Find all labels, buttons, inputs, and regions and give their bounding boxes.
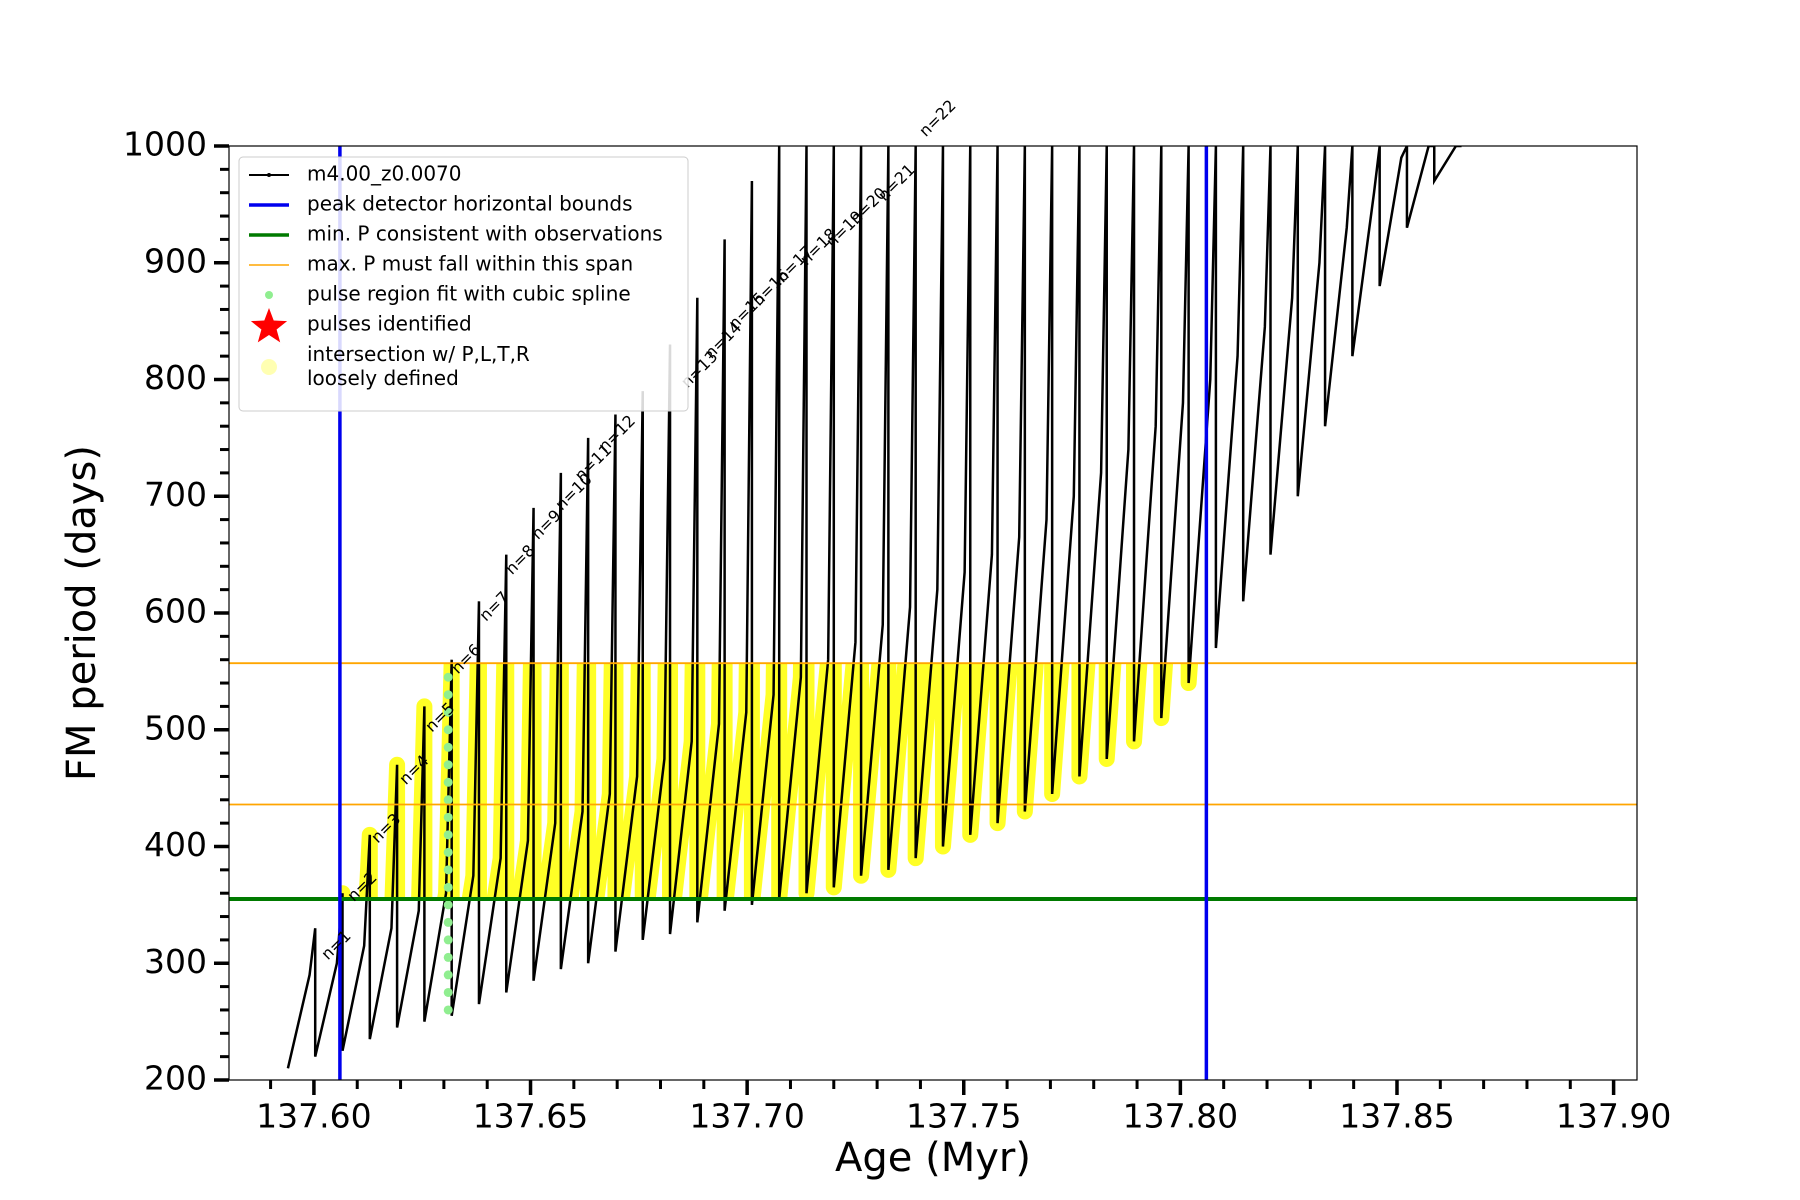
scatter-point bbox=[443, 690, 453, 700]
legend-label: peak detector horizontal bounds bbox=[307, 192, 633, 216]
scatter-point bbox=[443, 777, 453, 787]
scatter-point bbox=[443, 970, 453, 980]
scatter-point bbox=[443, 1005, 453, 1015]
legend-label: intersection w/ P,L,T,R loosely defined bbox=[307, 342, 530, 390]
legend-swatch bbox=[250, 308, 288, 343]
legend-label: min. P consistent with observations bbox=[307, 222, 663, 246]
y-tick-label: 400 bbox=[144, 825, 207, 864]
scatter-point bbox=[443, 847, 453, 857]
data-line bbox=[286, 146, 1462, 1069]
x-tick-label: 137.70 bbox=[689, 1097, 804, 1136]
scatter-point bbox=[443, 812, 453, 822]
x-tick-label: 137.60 bbox=[256, 1097, 371, 1136]
scatter-point bbox=[443, 935, 453, 945]
legend-label: pulses identified bbox=[307, 312, 472, 336]
scatter-point bbox=[443, 830, 453, 840]
legend-label: pulse region fit with cubic spline bbox=[307, 282, 631, 306]
pulse-annotation: n=21 bbox=[874, 160, 918, 204]
y-tick-label: 700 bbox=[144, 475, 207, 514]
legend-swatch bbox=[265, 291, 273, 299]
scatter-point bbox=[443, 865, 453, 875]
x-axis-label: Age (Myr) bbox=[835, 1135, 1031, 1181]
y-tick-label: 300 bbox=[144, 942, 207, 981]
pulse-annotation: n=12 bbox=[595, 411, 639, 455]
y-tick-label: 500 bbox=[144, 708, 207, 747]
legend-box bbox=[238, 156, 689, 412]
x-tick-label: 137.85 bbox=[1339, 1097, 1454, 1136]
legend-swatch bbox=[261, 359, 277, 375]
x-tick-label: 137.75 bbox=[906, 1097, 1021, 1136]
legend-swatch-marker bbox=[267, 173, 271, 177]
scatter-point bbox=[443, 952, 453, 962]
scatter-point bbox=[443, 917, 453, 927]
legend-label: m4.00_z0.0070 bbox=[307, 162, 462, 186]
scatter-point bbox=[443, 882, 453, 892]
scatter-point bbox=[443, 900, 453, 910]
scatter-point bbox=[443, 795, 453, 805]
y-tick-label: 800 bbox=[144, 358, 207, 397]
scatter-point bbox=[443, 672, 453, 682]
x-tick-label: 137.80 bbox=[1123, 1097, 1238, 1136]
y-tick-label: 1000 bbox=[123, 125, 207, 164]
x-tick-label: 137.65 bbox=[473, 1097, 588, 1136]
y-tick-label: 900 bbox=[144, 241, 207, 280]
pulse-annotation: n=1 bbox=[317, 926, 354, 963]
y-tick-label: 600 bbox=[144, 592, 207, 631]
y-axis-label: FM period (days) bbox=[59, 445, 105, 781]
scatter-point bbox=[443, 707, 453, 717]
legend-label: max. P must fall within this span bbox=[307, 252, 633, 276]
y-tick-label: 200 bbox=[144, 1059, 207, 1098]
scatter-point bbox=[443, 725, 453, 735]
scatter-point bbox=[443, 987, 453, 997]
x-tick-label: 137.90 bbox=[1556, 1097, 1671, 1136]
pulse-annotation: n=22 bbox=[915, 96, 959, 140]
scatter-point bbox=[443, 760, 453, 770]
scatter-point bbox=[443, 742, 453, 752]
